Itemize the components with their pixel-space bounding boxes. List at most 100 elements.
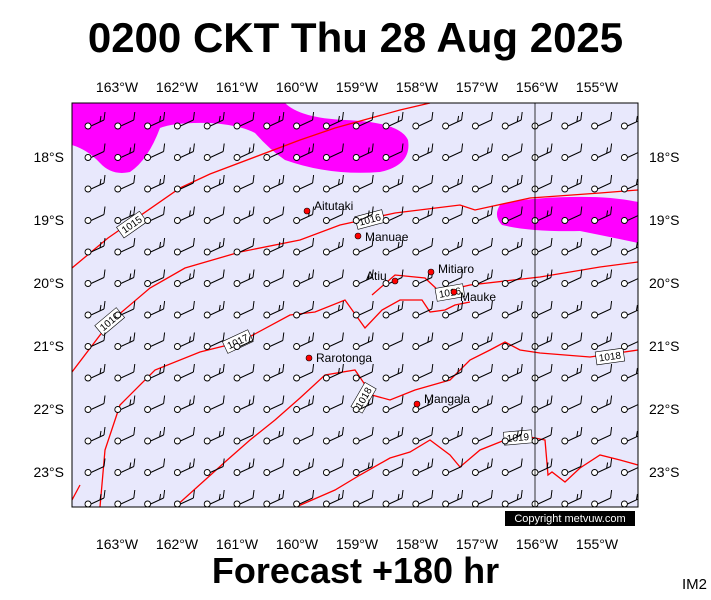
wind-barb bbox=[209, 332, 225, 347]
barb-station bbox=[382, 122, 390, 130]
wind-barb bbox=[329, 143, 344, 158]
barb-station bbox=[322, 248, 330, 256]
wind-barb bbox=[597, 426, 613, 442]
wind-barb bbox=[358, 426, 374, 442]
wind-barb bbox=[418, 395, 434, 410]
wind-barb bbox=[269, 489, 285, 505]
wind-barb bbox=[209, 363, 225, 379]
wind-barb bbox=[537, 269, 553, 284]
wind-barb bbox=[150, 489, 166, 505]
svg-text:1018: 1018 bbox=[598, 350, 622, 364]
barb-station bbox=[412, 248, 420, 256]
barb-station bbox=[561, 217, 569, 224]
barb-station bbox=[144, 500, 152, 507]
barb-station bbox=[471, 311, 479, 319]
barb-station bbox=[412, 469, 420, 476]
barb-station bbox=[173, 374, 181, 382]
barb-station bbox=[84, 280, 92, 287]
barb-station bbox=[501, 248, 509, 256]
barb-station bbox=[203, 437, 211, 445]
barb-station bbox=[561, 374, 569, 382]
barb-station bbox=[144, 217, 152, 224]
barb-station bbox=[442, 185, 450, 193]
barb-station bbox=[591, 122, 599, 130]
barb-station bbox=[144, 469, 152, 476]
island-rarotonga: Rarotonga bbox=[305, 351, 372, 365]
barb-station bbox=[233, 217, 241, 224]
barb-station bbox=[293, 374, 301, 382]
wind-barb bbox=[507, 269, 523, 284]
wind-barb bbox=[388, 300, 404, 316]
island-mauke: Mauke bbox=[450, 288, 496, 304]
barb-station bbox=[561, 154, 569, 161]
barb-station bbox=[233, 469, 241, 476]
barb-station bbox=[501, 122, 509, 130]
barb-station bbox=[352, 280, 360, 287]
barb-station bbox=[501, 154, 509, 161]
wind-barb bbox=[388, 426, 404, 442]
barb-station bbox=[293, 311, 301, 319]
barb-station bbox=[412, 154, 420, 161]
barb-station bbox=[471, 374, 479, 382]
wind-barb bbox=[358, 489, 374, 505]
barb-station bbox=[114, 343, 122, 350]
wind-barb bbox=[537, 426, 553, 442]
barb-station bbox=[620, 311, 628, 319]
isobar-1017 bbox=[99, 299, 471, 507]
wind-barb bbox=[418, 363, 434, 379]
svg-text:18°S: 18°S bbox=[33, 149, 64, 165]
barb-station bbox=[173, 217, 181, 224]
svg-text:161°W: 161°W bbox=[216, 79, 259, 95]
wind-barb bbox=[418, 332, 434, 347]
wind-barb bbox=[507, 300, 523, 316]
wind-barb bbox=[269, 143, 285, 158]
wind-barb bbox=[90, 332, 106, 347]
wind-barb bbox=[90, 111, 106, 127]
barb-station bbox=[322, 122, 330, 130]
svg-text:Manuae: Manuae bbox=[365, 230, 409, 244]
wind-barb bbox=[209, 269, 225, 284]
barb-station bbox=[591, 437, 599, 445]
wind-barb bbox=[537, 174, 553, 190]
wind-barb bbox=[627, 115, 638, 127]
barb-station bbox=[293, 500, 301, 507]
svg-text:Mauke: Mauke bbox=[460, 290, 496, 304]
barb-station bbox=[591, 374, 599, 382]
wind-barb bbox=[180, 458, 195, 473]
barb-station bbox=[352, 154, 360, 161]
barb-station bbox=[233, 406, 241, 413]
wind-barb bbox=[418, 489, 434, 505]
wind-barb bbox=[418, 143, 434, 158]
wind-barb bbox=[507, 458, 523, 473]
wind-barb bbox=[567, 174, 583, 190]
barb-station bbox=[144, 154, 152, 161]
wind-barb bbox=[269, 111, 285, 127]
barb-station bbox=[114, 500, 122, 507]
barb-station bbox=[382, 311, 390, 319]
wind-barb bbox=[448, 426, 464, 442]
svg-text:21°S: 21°S bbox=[649, 338, 680, 354]
wind-barb bbox=[388, 237, 404, 253]
barb-station bbox=[382, 500, 390, 507]
isobar-label: 1018 bbox=[594, 347, 626, 366]
barb-station bbox=[293, 469, 301, 476]
barb-station bbox=[293, 343, 301, 350]
wind-barb bbox=[120, 395, 136, 410]
barb-station bbox=[263, 248, 271, 256]
barb-station bbox=[203, 374, 211, 382]
wind-barb bbox=[120, 269, 136, 284]
barb-station bbox=[471, 185, 479, 193]
barb-station bbox=[352, 500, 360, 507]
barb-station bbox=[442, 437, 450, 445]
barb-station bbox=[144, 343, 152, 350]
wind-barb bbox=[358, 458, 374, 473]
wind-barb bbox=[299, 143, 315, 158]
wind-barb bbox=[448, 269, 464, 284]
wind-barb bbox=[299, 395, 315, 410]
wind-barb bbox=[269, 426, 285, 442]
barb-station bbox=[293, 217, 301, 224]
wind-barb bbox=[507, 332, 523, 347]
svg-text:162°W: 162°W bbox=[156, 536, 199, 552]
wind-barb bbox=[478, 300, 493, 316]
barb-station bbox=[620, 154, 628, 161]
